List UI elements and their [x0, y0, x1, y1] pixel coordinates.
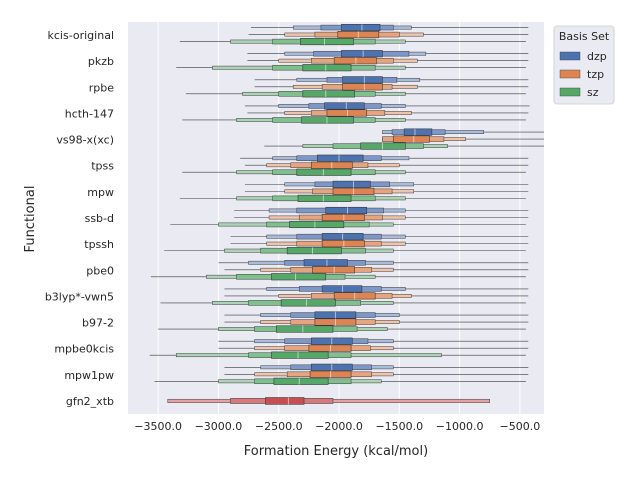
sz-box-iqr	[271, 351, 329, 359]
legend-swatch-dzp	[559, 51, 581, 61]
y-tick-label: pbe0	[86, 264, 114, 277]
x-tick-label: −2000.0	[315, 420, 363, 433]
sz-box-iqr	[286, 247, 342, 255]
legend-title: Basis Set	[559, 30, 610, 43]
legend-label-tzp: tzp	[587, 68, 604, 81]
y-tick-label: vs98-x(xc)	[56, 134, 114, 147]
tzp-box-iqr	[333, 57, 377, 65]
boxen-boxes	[149, 24, 544, 405]
y-tick-labels: kcis-original pkzb rpbe hcth-147 vs98-x(xc) t…	[45, 29, 114, 408]
x-tick-label: −500.0	[500, 420, 541, 433]
dzp-box-iqr	[317, 154, 364, 162]
y-tick-label: mpw1pw	[64, 369, 114, 382]
tzp-box-iqr	[342, 83, 383, 91]
sz-box-iqr	[276, 325, 334, 333]
sz-box-iqr	[360, 142, 406, 150]
dzp-box-iqr	[324, 102, 365, 110]
legend-swatch-tzp	[559, 69, 581, 79]
sz-box-iqr	[296, 168, 352, 176]
dzp-box-iqr	[341, 50, 383, 58]
y-tick-label: gfn2_xtb	[66, 395, 114, 408]
y-tick-label: pkzb	[88, 55, 114, 68]
x-tick-label: −1500.0	[375, 420, 423, 433]
tzp-box-iqr	[308, 344, 352, 352]
legend: Basis Set dzp tzp sz	[553, 25, 615, 105]
sz-box-iqr	[302, 90, 355, 98]
dzp-box-iqr	[332, 180, 371, 188]
x-tick-label: −2500.0	[255, 420, 303, 433]
sz-box-iqr	[289, 220, 345, 229]
legend-label-dzp: dzp	[587, 50, 607, 63]
sz-box-iqr	[302, 64, 352, 72]
legend-items: dzp tzp sz	[559, 50, 607, 99]
y-tick-label: tpssh	[84, 238, 114, 251]
y-axis-title: Functional	[23, 186, 38, 253]
dzp-box-iqr	[321, 285, 363, 293]
y-tick-label: b97-2	[82, 317, 114, 330]
dzp-box-iqr	[342, 76, 383, 84]
tzp-box-iqr	[321, 213, 365, 222]
sz-box-iqr	[271, 273, 327, 281]
legend-swatch-sz	[559, 87, 581, 97]
x-tick-label: −1000.0	[436, 420, 484, 433]
y-tick-label: rpbe	[89, 81, 114, 94]
y-tick-label: kcis-original	[48, 29, 115, 42]
y-tick-label: tpss	[91, 160, 114, 173]
sz-box-iqr	[280, 299, 336, 307]
y-tick-label: mpw	[87, 186, 114, 199]
tzp-box-iqr	[326, 109, 368, 117]
dzp-box-iqr	[341, 24, 381, 32]
y-tick-label: ssb-d	[85, 212, 114, 225]
sz-box-iqr	[301, 116, 354, 124]
x-tick-labels: −3500.0 −3000.0 −2500.0 −2000.0 −1500.0 −1000…	[134, 420, 540, 433]
sz-box-iqr	[273, 377, 329, 385]
x-axis-title: Formation Energy (kcal/mol)	[244, 444, 428, 459]
tzp-box-iqr	[321, 240, 365, 248]
dzp-box-iqr	[303, 259, 348, 267]
x-tick-label: −3500.0	[134, 420, 182, 433]
legend-label-sz: sz	[587, 86, 599, 99]
gfn2_xtb-box-iqr	[265, 397, 305, 405]
sz-box-iqr	[300, 38, 354, 46]
dzp-box-iqr	[325, 206, 368, 215]
x-tick-label: −3000.0	[195, 420, 243, 433]
legend-frame	[553, 25, 615, 105]
dzp-box-iqr	[403, 128, 433, 136]
sz-box-iqr	[297, 194, 352, 202]
tzp-box-iqr	[312, 266, 355, 274]
tzp-box-iqr	[392, 135, 430, 143]
y-tick-label: hcth-147	[65, 107, 114, 120]
y-tick-label: mpbe0kcis	[54, 343, 114, 356]
y-tick-label: b3lyp*-vwn5	[45, 290, 114, 303]
